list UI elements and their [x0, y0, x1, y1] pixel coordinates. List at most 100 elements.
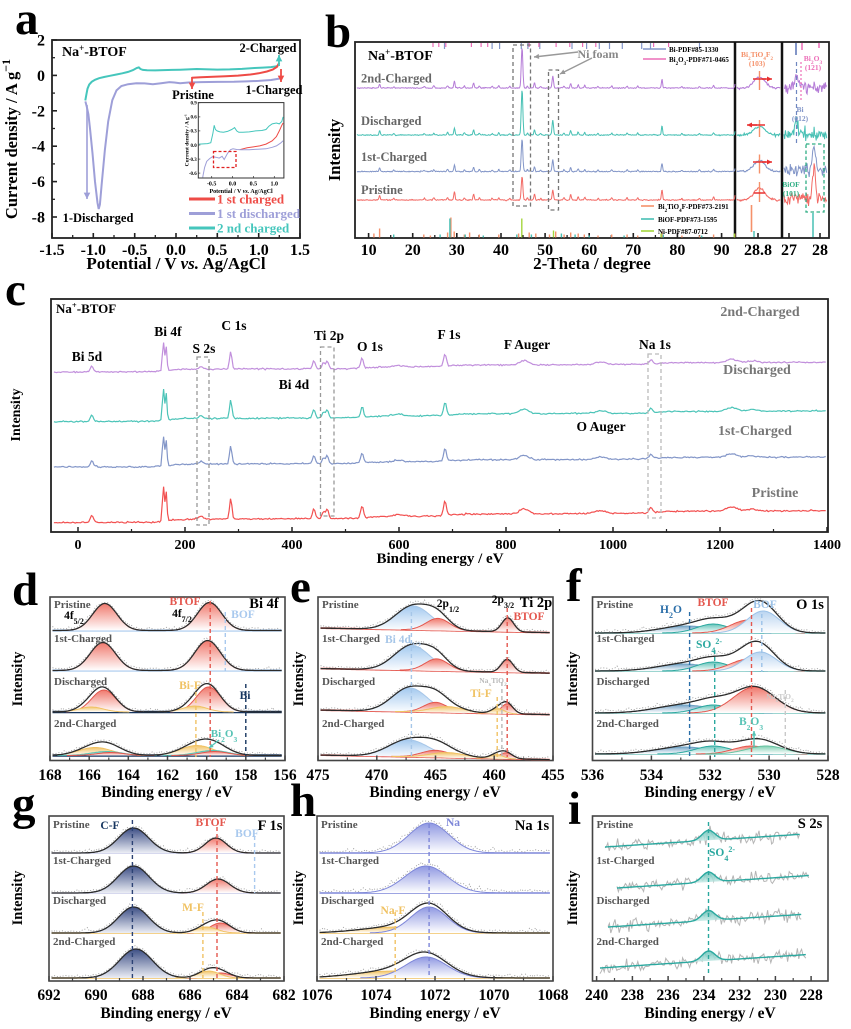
- svg-text:Binding energy / eV: Binding energy / eV: [369, 1005, 501, 1022]
- svg-text:530: 530: [757, 767, 781, 784]
- svg-text:-6: -6: [32, 174, 45, 191]
- svg-text:Na 1s: Na 1s: [639, 337, 671, 352]
- svg-text:528: 528: [816, 767, 840, 784]
- svg-text:Current density / A g-1: Current density / A g-1: [183, 114, 190, 166]
- svg-text:2nd-Charged: 2nd-Charged: [321, 936, 383, 948]
- svg-text:60: 60: [581, 242, 597, 259]
- svg-text:Bi: Bi: [796, 105, 803, 114]
- svg-text:Pristine: Pristine: [172, 88, 214, 102]
- svg-text:Discharged: Discharged: [597, 895, 650, 907]
- svg-text:682: 682: [272, 987, 296, 1004]
- svg-text:f: f: [566, 560, 583, 612]
- svg-text:e: e: [290, 561, 311, 613]
- svg-text:Binding energy / eV: Binding energy / eV: [101, 784, 233, 801]
- svg-text:Bi-F: Bi-F: [179, 680, 201, 692]
- svg-text:1st-Charged: 1st-Charged: [53, 855, 111, 867]
- svg-text:d: d: [12, 564, 38, 616]
- svg-text:Potential / V vs. Ag/AgCl: Potential / V vs. Ag/AgCl: [86, 254, 266, 273]
- svg-text:2nd-Charged: 2nd-Charged: [597, 936, 659, 948]
- svg-text:20: 20: [405, 242, 421, 259]
- svg-text:465: 465: [424, 767, 448, 784]
- svg-text:236: 236: [656, 987, 680, 1004]
- svg-text:Na+-BTOF: Na+-BTOF: [56, 300, 116, 316]
- svg-text:Bi 4f: Bi 4f: [154, 324, 182, 339]
- svg-text:S 2s: S 2s: [798, 816, 823, 832]
- svg-text:234: 234: [692, 987, 716, 1004]
- svg-text:Na+-BTOF: Na+-BTOF: [368, 47, 433, 64]
- svg-text:Pristine: Pristine: [54, 599, 91, 611]
- svg-text:2nd-Charged: 2nd-Charged: [53, 936, 115, 948]
- svg-text:200: 200: [175, 538, 196, 553]
- svg-text:1074: 1074: [361, 987, 392, 1004]
- svg-text:Ni-PDF#87-0712: Ni-PDF#87-0712: [658, 228, 708, 236]
- svg-text:1 st discharged: 1 st discharged: [217, 206, 301, 221]
- svg-text:Ni foam: Ni foam: [578, 47, 619, 61]
- svg-text:692: 692: [37, 987, 61, 1004]
- svg-text:BiOF-PDF#73-1595: BiOF-PDF#73-1595: [658, 216, 718, 224]
- svg-text:c: c: [5, 264, 26, 316]
- svg-text:1070: 1070: [479, 987, 510, 1004]
- svg-text:Ti 2p: Ti 2p: [314, 328, 344, 343]
- svg-text:600: 600: [389, 538, 410, 553]
- svg-text:240: 240: [585, 987, 609, 1004]
- svg-text:Bi2TiO4F-PDF#73-2191: Bi2TiO4F-PDF#73-2191: [658, 203, 729, 214]
- svg-text:232: 232: [728, 987, 752, 1004]
- svg-text:Intensity: Intensity: [291, 870, 307, 926]
- svg-text:2nd-Charged: 2nd-Charged: [361, 72, 432, 86]
- svg-text:0: 0: [37, 68, 45, 85]
- svg-text:27: 27: [781, 242, 797, 259]
- svg-text:688: 688: [131, 987, 155, 1004]
- svg-text:Intensity: Intensity: [291, 651, 307, 707]
- svg-text:BOF: BOF: [753, 599, 777, 611]
- svg-text:-2: -2: [32, 103, 45, 120]
- svg-text:475: 475: [306, 767, 330, 784]
- svg-text:Discharged: Discharged: [723, 363, 791, 378]
- svg-text:Na+-BTOF: Na+-BTOF: [62, 43, 127, 60]
- svg-text:90: 90: [714, 242, 730, 259]
- svg-text:Ti-F: Ti-F: [470, 688, 492, 700]
- svg-text:400: 400: [282, 538, 303, 553]
- svg-text:228: 228: [799, 987, 823, 1004]
- svg-text:-0.6: -0.6: [189, 172, 197, 177]
- svg-text:Pristine: Pristine: [597, 599, 634, 611]
- svg-text:(012): (012): [792, 114, 809, 123]
- svg-text:Binding energy / eV: Binding energy / eV: [369, 784, 501, 801]
- svg-text:534: 534: [640, 767, 664, 784]
- svg-text:O 1s: O 1s: [357, 339, 383, 354]
- svg-text:1st-Charged: 1st-Charged: [54, 633, 112, 645]
- svg-text:0.9: 0.9: [191, 102, 198, 107]
- svg-text:Bi 4d: Bi 4d: [279, 377, 310, 392]
- svg-text:1200: 1200: [706, 538, 734, 553]
- svg-text:M-F: M-F: [182, 902, 204, 914]
- svg-text:1076: 1076: [302, 987, 333, 1004]
- svg-text:Intensity: Intensity: [325, 118, 344, 181]
- svg-text:BTOF: BTOF: [513, 611, 544, 623]
- svg-text:-0.5: -0.5: [122, 242, 147, 259]
- svg-text:O Auger: O Auger: [576, 419, 625, 434]
- svg-text:BiOF: BiOF: [782, 180, 800, 189]
- svg-text:a: a: [15, 0, 39, 45]
- svg-text:Discharged: Discharged: [53, 895, 106, 907]
- svg-text:Pristine: Pristine: [361, 183, 403, 197]
- svg-text:1st-Charged: 1st-Charged: [322, 633, 380, 645]
- svg-text:F 1s: F 1s: [258, 818, 283, 834]
- svg-text:160: 160: [195, 767, 219, 784]
- svg-text:Na 1s: Na 1s: [515, 818, 550, 834]
- svg-text:Bi-PDF#85-1330: Bi-PDF#85-1330: [669, 46, 719, 54]
- svg-text:Binding energy / eV: Binding energy / eV: [376, 551, 503, 567]
- svg-text:Current density / A g−1: Current density / A g−1: [0, 59, 21, 219]
- svg-text:Binding energy / eV: Binding energy / eV: [100, 1005, 232, 1022]
- svg-text:162: 162: [156, 767, 180, 784]
- svg-text:Pristine: Pristine: [53, 819, 90, 831]
- svg-text:0.0: 0.0: [166, 242, 186, 259]
- svg-text:1.5: 1.5: [290, 242, 310, 259]
- svg-text:0.0: 0.0: [191, 144, 198, 149]
- svg-text:28.8: 28.8: [744, 242, 772, 259]
- svg-text:0.5: 0.5: [207, 242, 227, 259]
- svg-text:1st-Charged: 1st-Charged: [597, 633, 655, 645]
- svg-text:Intensity: Intensity: [565, 870, 581, 926]
- svg-text:230: 230: [764, 987, 788, 1004]
- svg-text:166: 166: [78, 767, 102, 784]
- svg-text:0.3: 0.3: [191, 130, 198, 135]
- svg-text:536: 536: [581, 767, 605, 784]
